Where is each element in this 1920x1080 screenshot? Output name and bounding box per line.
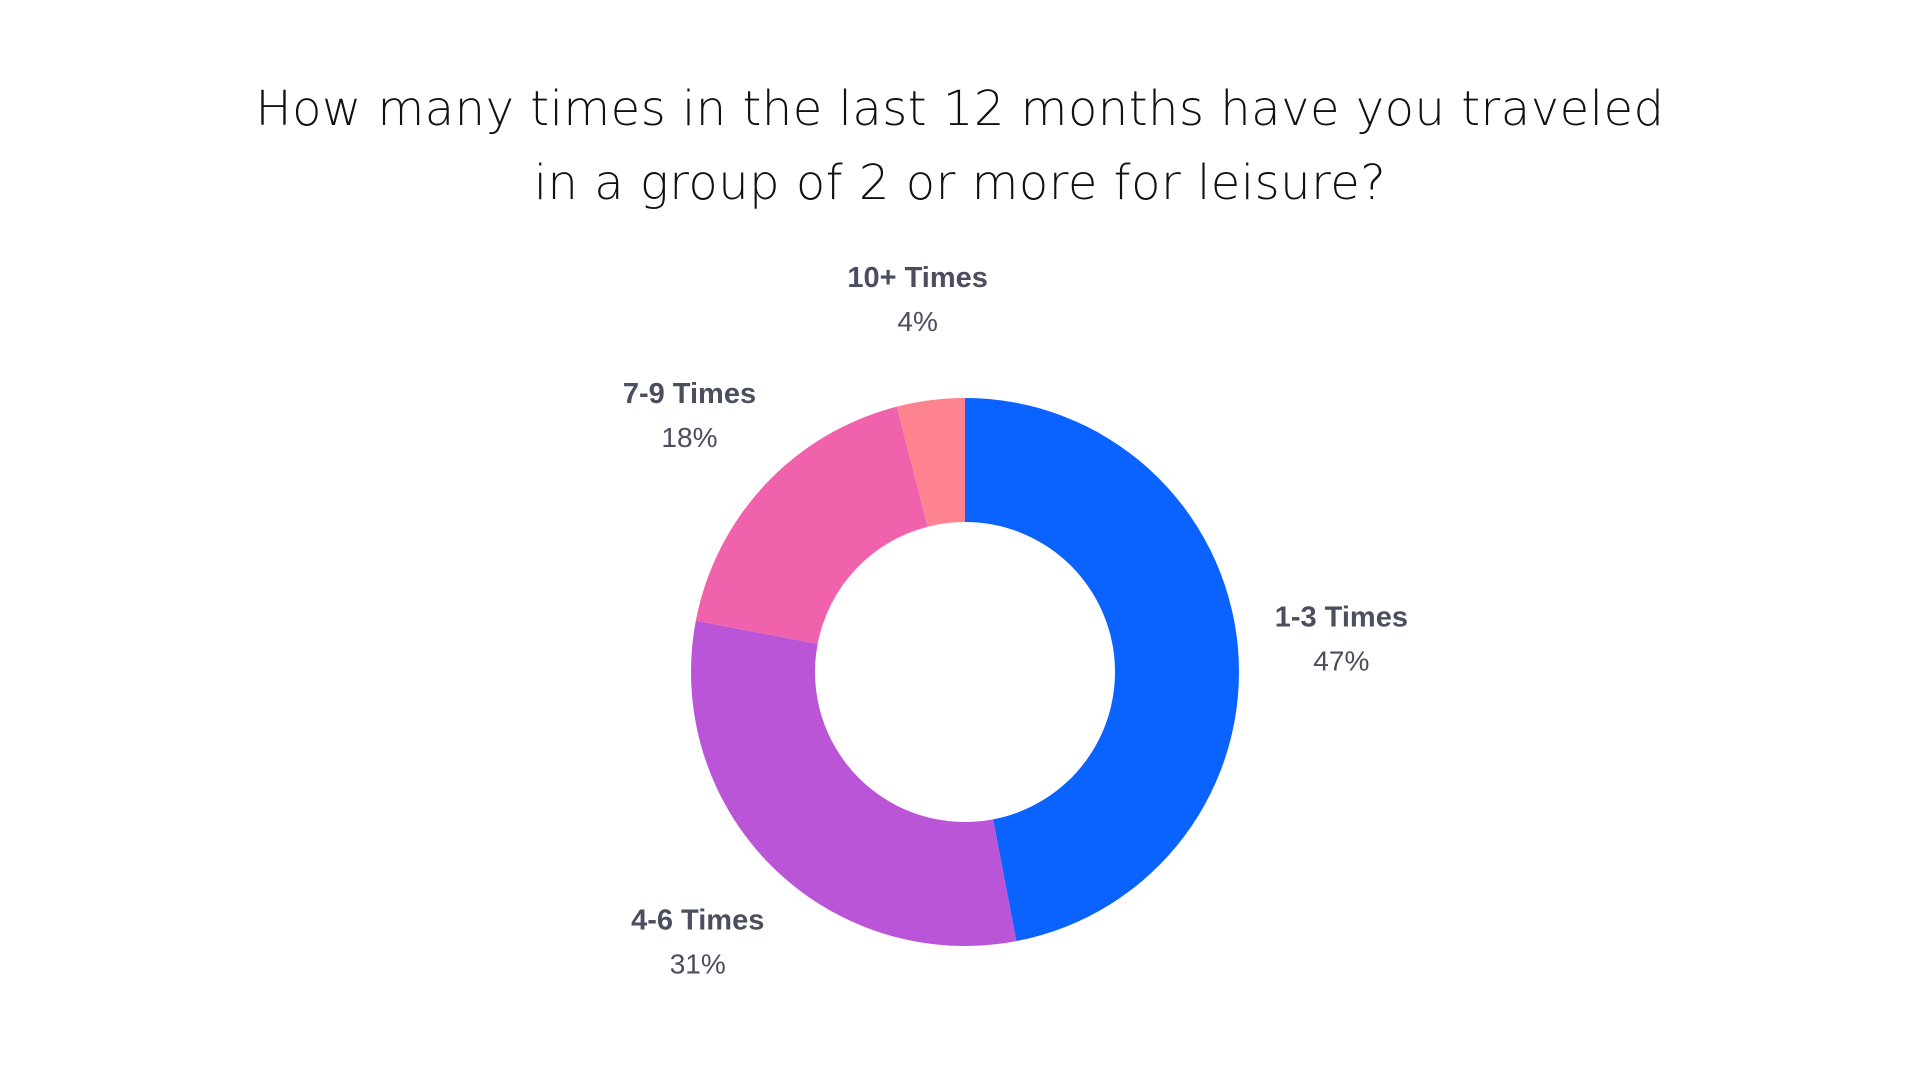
slice-value-label: 47% bbox=[1313, 645, 1369, 676]
slice-category-label: 1-3 Times bbox=[1275, 601, 1408, 633]
chart-title-line-2: in a group of 2 or more for leisure? bbox=[533, 155, 1387, 211]
chart-title-line-1: How many times in the last 12 months hav… bbox=[255, 81, 1665, 137]
slice-7-9-times bbox=[695, 406, 928, 644]
slice-label-10plus-times: 10+ Times 4% bbox=[847, 262, 988, 337]
slice-1-3-times bbox=[965, 397, 1240, 942]
chart-title: How many times in the last 12 months hav… bbox=[0, 72, 1920, 220]
slice-label-1-3-times: 1-3 Times 47% bbox=[1275, 601, 1408, 676]
slice-label-4-6-times: 4-6 Times 31% bbox=[631, 904, 764, 979]
slice-10plus-times bbox=[896, 398, 965, 527]
slice-labels: 1-3 Times 47% 4-6 Times 31% 7-9 Times 18% 10+ … bbox=[623, 262, 1408, 979]
slice-category-label: 7-9 Times bbox=[623, 378, 756, 410]
slice-value-label: 31% bbox=[670, 948, 726, 979]
slice-value-label: 18% bbox=[661, 422, 717, 453]
donut-slices bbox=[690, 397, 1240, 946]
slice-4-6-times bbox=[690, 620, 1017, 946]
slice-label-7-9-times: 7-9 Times 18% bbox=[623, 378, 756, 453]
slice-category-label: 10+ Times bbox=[847, 262, 988, 294]
slice-category-label: 4-6 Times bbox=[631, 904, 764, 936]
slice-value-label: 4% bbox=[897, 306, 937, 337]
